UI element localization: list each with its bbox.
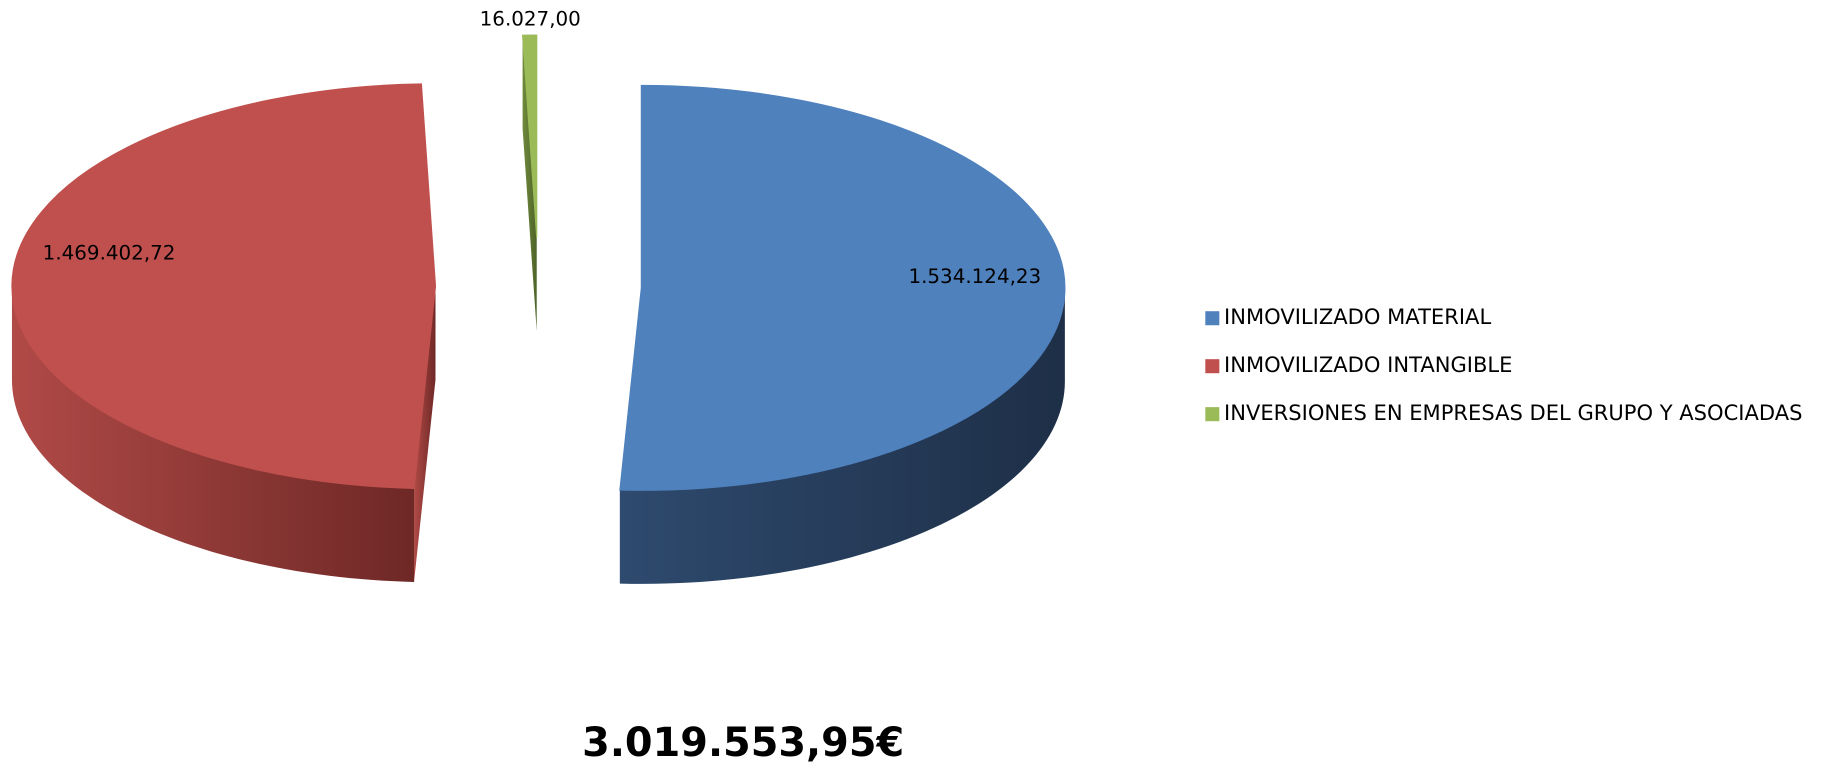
slice: [619, 84, 1066, 491]
legend-swatch: [1205, 359, 1220, 374]
legend-label: INMOVILIZADO INTANGIBLE: [1224, 352, 1512, 377]
legend-swatch: [1205, 311, 1220, 326]
value-label: 16.027,00: [480, 7, 581, 30]
slice: [521, 34, 538, 238]
legend-label: INMOVILIZADO MATERIAL: [1224, 304, 1491, 329]
slice-wall: [11, 286, 415, 582]
total-annotation: 3.019.553,95€: [582, 720, 904, 766]
slice-side: [414, 286, 436, 582]
value-label: 1.469.402,72: [43, 241, 176, 264]
value-label: 1.534.124,23: [908, 265, 1041, 288]
slice: [11, 83, 437, 489]
legend-label: INVERSIONES EN EMPRESAS DEL GRUPO Y ASOC…: [1224, 400, 1802, 425]
legend-swatch: [1205, 407, 1220, 422]
slice-wall: [619, 287, 1065, 584]
slice-side: [522, 35, 537, 332]
